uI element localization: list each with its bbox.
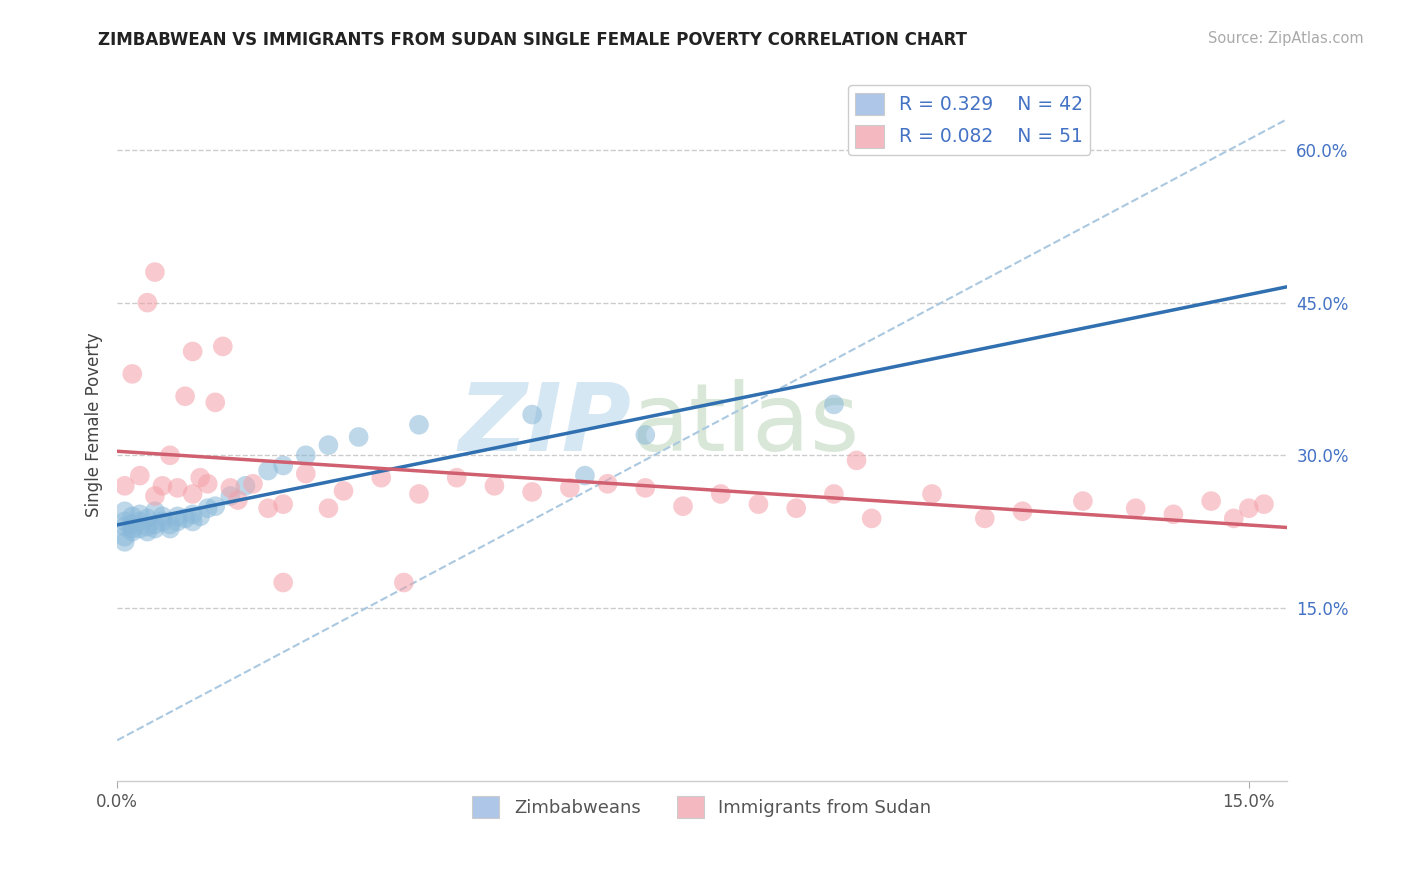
Point xyxy=(152,515,174,529)
Point xyxy=(136,519,159,533)
Point xyxy=(114,534,136,549)
Point xyxy=(242,476,264,491)
Point xyxy=(114,515,136,529)
Point xyxy=(204,395,226,409)
Point xyxy=(136,295,159,310)
Point xyxy=(121,522,143,536)
Point xyxy=(921,487,943,501)
Point xyxy=(747,497,769,511)
Point xyxy=(1125,501,1147,516)
Point xyxy=(408,487,430,501)
Point xyxy=(596,476,619,491)
Point xyxy=(845,453,868,467)
Point xyxy=(558,481,581,495)
Point xyxy=(785,501,807,516)
Point xyxy=(166,481,188,495)
Point xyxy=(1163,508,1185,522)
Text: Source: ZipAtlas.com: Source: ZipAtlas.com xyxy=(1208,31,1364,46)
Point xyxy=(1237,501,1260,516)
Point xyxy=(672,499,695,513)
Point xyxy=(121,517,143,532)
Point xyxy=(114,530,136,544)
Point xyxy=(143,522,166,536)
Point xyxy=(136,511,159,525)
Point xyxy=(294,448,316,462)
Point xyxy=(1253,497,1275,511)
Point xyxy=(174,389,197,403)
Point xyxy=(166,515,188,529)
Point xyxy=(1011,504,1033,518)
Point xyxy=(520,484,543,499)
Point xyxy=(204,499,226,513)
Point xyxy=(408,417,430,432)
Point xyxy=(159,522,181,536)
Point xyxy=(121,524,143,539)
Point xyxy=(188,509,211,524)
Y-axis label: Single Female Poverty: Single Female Poverty xyxy=(86,333,103,517)
Point xyxy=(197,501,219,516)
Point xyxy=(181,515,204,529)
Point xyxy=(188,471,211,485)
Text: ZIMBABWEAN VS IMMIGRANTS FROM SUDAN SINGLE FEMALE POVERTY CORRELATION CHART: ZIMBABWEAN VS IMMIGRANTS FROM SUDAN SING… xyxy=(98,31,967,49)
Point xyxy=(121,367,143,381)
Legend: Zimbabweans, Immigrants from Sudan: Zimbabweans, Immigrants from Sudan xyxy=(465,789,939,825)
Point xyxy=(143,517,166,532)
Point xyxy=(1223,511,1246,525)
Point xyxy=(823,397,845,411)
Point xyxy=(257,501,280,516)
Point xyxy=(332,483,354,498)
Point xyxy=(520,408,543,422)
Point xyxy=(226,493,249,508)
Point xyxy=(634,428,657,442)
Point xyxy=(114,519,136,533)
Point xyxy=(634,481,657,495)
Point xyxy=(574,468,596,483)
Point xyxy=(114,479,136,493)
Point xyxy=(271,497,294,511)
Text: ZIP: ZIP xyxy=(458,379,631,471)
Point xyxy=(152,479,174,493)
Point xyxy=(318,501,340,516)
Point xyxy=(1199,494,1222,508)
Point xyxy=(823,487,845,501)
Point xyxy=(271,575,294,590)
Point xyxy=(143,504,166,518)
Point xyxy=(219,481,242,495)
Point xyxy=(114,504,136,518)
Point xyxy=(136,524,159,539)
Point xyxy=(710,487,733,501)
Point xyxy=(181,344,204,359)
Point xyxy=(128,468,150,483)
Point xyxy=(370,471,392,485)
Point xyxy=(128,515,150,529)
Point xyxy=(257,464,280,478)
Point xyxy=(143,265,166,279)
Point xyxy=(484,479,506,493)
Point xyxy=(235,479,257,493)
Point xyxy=(347,430,370,444)
Point xyxy=(219,489,242,503)
Point xyxy=(1071,494,1094,508)
Point xyxy=(181,508,204,522)
Point xyxy=(197,476,219,491)
Text: atlas: atlas xyxy=(631,379,860,471)
Point xyxy=(128,522,150,536)
Point xyxy=(121,509,143,524)
Point xyxy=(174,511,197,525)
Point xyxy=(860,511,883,525)
Point xyxy=(294,467,316,481)
Point xyxy=(159,517,181,532)
Point xyxy=(973,511,995,525)
Point xyxy=(166,509,188,524)
Point xyxy=(318,438,340,452)
Point xyxy=(446,471,468,485)
Point xyxy=(271,458,294,473)
Point xyxy=(159,448,181,462)
Point xyxy=(143,489,166,503)
Point xyxy=(181,487,204,501)
Point xyxy=(211,339,233,353)
Point xyxy=(152,509,174,524)
Point xyxy=(392,575,415,590)
Point xyxy=(128,508,150,522)
